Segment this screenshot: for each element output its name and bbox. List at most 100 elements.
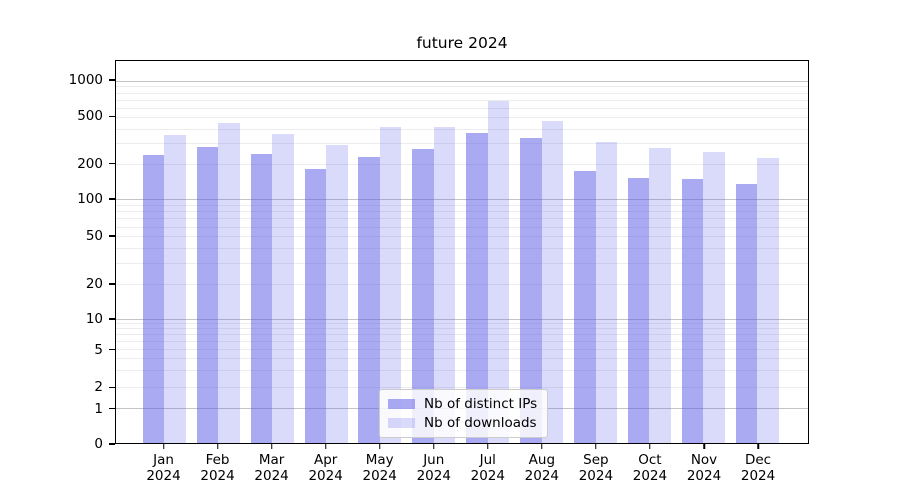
x-tick-label: Oct 2024 xyxy=(633,452,667,484)
minor-gridline xyxy=(116,205,808,207)
x-tick-year: 2024 xyxy=(254,468,289,484)
y-tick-mark xyxy=(109,443,115,445)
y-tick-mark xyxy=(109,198,115,200)
bar-distinct-ips xyxy=(735,184,758,443)
bar-downloads xyxy=(757,158,779,443)
x-tick-month: Feb xyxy=(205,452,230,468)
minor-gridline xyxy=(116,262,808,264)
x-tick-label: Mar 2024 xyxy=(254,452,288,484)
bars-layer xyxy=(116,61,808,443)
minor-gridline xyxy=(116,349,808,351)
bar-downloads xyxy=(487,101,510,443)
y-axis-tick-labels: 0 1 2 5 10 20 50 100 200 500 1000 xyxy=(0,60,103,451)
y-tick-label: 10 xyxy=(85,311,103,327)
bar-downloads xyxy=(541,121,564,443)
x-tick-year: 2024 xyxy=(632,468,668,484)
legend-swatch xyxy=(388,418,415,428)
y-tick-label: 100 xyxy=(77,191,103,208)
x-tick-month: Jan xyxy=(153,452,174,468)
bar-downloads xyxy=(649,148,671,443)
x-tick-label: May 2024 xyxy=(363,452,397,484)
y-tick-mark xyxy=(109,348,115,351)
legend-swatch xyxy=(388,399,415,409)
x-tick-year: 2024 xyxy=(308,468,343,484)
x-tick-label: Nov 2024 xyxy=(687,452,721,484)
y-tick-mark xyxy=(109,79,115,81)
x-tick-mark xyxy=(541,444,543,449)
minor-gridline xyxy=(116,86,808,88)
bar-downloads xyxy=(164,134,186,443)
minor-gridline xyxy=(116,386,808,388)
bar-distinct-ips xyxy=(196,147,219,443)
legend-item: Nb of distinct IPs xyxy=(388,397,537,411)
minor-gridline xyxy=(116,92,808,94)
legend-label: Nb of downloads xyxy=(424,415,537,431)
x-tick-mark xyxy=(270,444,273,449)
y-tick-label: 0 xyxy=(94,436,103,452)
minor-gridline xyxy=(116,334,808,336)
x-tick-label: Jan 2024 xyxy=(146,452,180,484)
minor-gridline xyxy=(116,143,808,145)
x-tick-year: 2024 xyxy=(470,468,505,484)
minor-gridline xyxy=(116,107,808,109)
y-tick-label: 2 xyxy=(94,379,103,396)
x-tick-year: 2024 xyxy=(200,468,235,484)
x-tick-year: 2024 xyxy=(362,468,397,484)
minor-gridline xyxy=(116,211,808,213)
major-gridline xyxy=(116,80,808,82)
bar-distinct-ips xyxy=(304,168,327,443)
gridlines-layer xyxy=(116,61,808,443)
minor-gridline xyxy=(116,226,808,228)
minor-gridline xyxy=(116,358,808,360)
bar-distinct-ips xyxy=(142,154,165,443)
minor-gridline xyxy=(116,370,808,372)
bar-downloads xyxy=(218,122,240,443)
minor-gridline xyxy=(116,117,808,119)
x-tick-mark xyxy=(162,444,165,449)
x-tick-year: 2024 xyxy=(524,468,560,484)
x-tick-mark xyxy=(649,444,651,449)
x-tick-month: Nov xyxy=(690,452,718,468)
x-tick-month: Apr xyxy=(313,452,338,468)
chart-title: future 2024 xyxy=(416,34,508,52)
y-tick-mark xyxy=(109,115,115,118)
bar-distinct-ips xyxy=(520,137,542,443)
x-tick-mark xyxy=(433,444,435,449)
x-tick-mark xyxy=(757,444,759,449)
x-tick-year: 2024 xyxy=(578,468,614,484)
minor-gridline xyxy=(116,164,808,166)
minor-gridline xyxy=(116,128,808,130)
x-tick-year: 2024 xyxy=(146,468,181,484)
x-axis-tick-marks xyxy=(115,444,809,450)
y-tick-label: 1 xyxy=(94,400,103,417)
y-tick-label: 50 xyxy=(85,228,103,245)
bar-downloads xyxy=(703,151,725,443)
bar-downloads xyxy=(272,133,294,443)
bar-distinct-ips xyxy=(466,132,488,443)
x-tick-mark xyxy=(487,444,489,449)
x-tick-month: Jul xyxy=(479,452,496,468)
x-tick-month: Mar xyxy=(258,452,285,468)
bar-distinct-ips xyxy=(412,148,434,443)
y-axis-tick-marks xyxy=(104,60,115,445)
x-tick-month: Jun xyxy=(423,452,445,468)
y-tick-mark xyxy=(109,407,115,410)
y-tick-label: 200 xyxy=(77,155,103,172)
x-tick-month: Dec xyxy=(744,452,772,468)
minor-gridline xyxy=(116,99,808,101)
x-tick-label: Apr 2024 xyxy=(308,452,342,484)
x-tick-mark xyxy=(595,444,597,449)
bar-distinct-ips xyxy=(681,179,704,443)
major-gridline xyxy=(116,199,808,201)
x-tick-year: 2024 xyxy=(686,468,722,484)
legend-item: Nb of downloads xyxy=(388,416,537,430)
x-tick-mark xyxy=(324,444,327,449)
minor-gridline xyxy=(116,236,808,238)
major-gridline xyxy=(116,318,808,320)
legend: Nb of distinct IPs Nb of downloads xyxy=(379,389,549,438)
minor-gridline xyxy=(116,218,808,220)
x-tick-label: Jul 2024 xyxy=(471,452,505,484)
y-tick-mark xyxy=(109,235,115,237)
x-axis-tick-labels: Jan 2024 Feb 2024 Mar 2024 Apr 2024 May 2024 Jun 20… xyxy=(115,452,809,492)
